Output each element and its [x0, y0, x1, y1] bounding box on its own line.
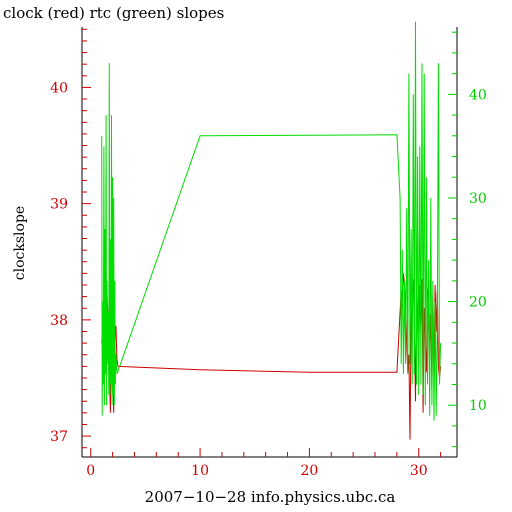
- axes: 37 38 39 40 10 20 30 40 0 10 20 30: [50, 27, 487, 479]
- right-tick-label: 30: [469, 191, 487, 207]
- y-axis-label: clockslope: [12, 206, 28, 280]
- bottom-tick-label: 20: [300, 463, 318, 479]
- rtc-series-line: [101, 21, 442, 421]
- x-axis-label: 2007−10−28 info.physics.ubc.ca: [145, 488, 396, 506]
- left-tick-label: 37: [50, 429, 68, 445]
- right-tick-label: 10: [469, 398, 487, 414]
- bottom-tick-label: 0: [86, 463, 95, 479]
- left-tick-label: 38: [50, 313, 68, 329]
- right-tick-label: 40: [469, 87, 487, 103]
- clock-series-line: [101, 273, 442, 440]
- plot-area: [101, 21, 442, 440]
- left-tick-label: 39: [50, 197, 68, 213]
- left-tick-label: 40: [50, 80, 68, 96]
- bottom-tick-label: 10: [191, 463, 209, 479]
- chart-title: clock (red) rtc (green) slopes: [3, 4, 224, 22]
- right-tick-label: 20: [469, 295, 487, 311]
- bottom-tick-label: 30: [410, 463, 428, 479]
